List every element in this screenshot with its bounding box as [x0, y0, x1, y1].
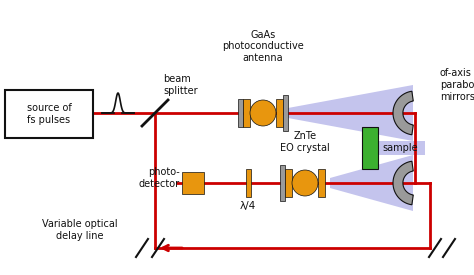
- Text: photo-
detector: photo- detector: [139, 167, 180, 189]
- Text: ZnTe
EO crystal: ZnTe EO crystal: [280, 131, 330, 153]
- Bar: [276, 99, 283, 127]
- Text: GaAs
photoconductive
antenna: GaAs photoconductive antenna: [222, 30, 304, 63]
- Bar: [182, 172, 204, 194]
- Circle shape: [292, 170, 318, 196]
- Bar: [243, 99, 250, 127]
- Text: sample: sample: [382, 143, 418, 153]
- Text: source of
fs pulses: source of fs pulses: [27, 103, 72, 125]
- Polygon shape: [330, 155, 413, 211]
- Bar: [280, 165, 285, 201]
- Bar: [5, 90, 93, 138]
- Circle shape: [250, 100, 276, 126]
- Polygon shape: [393, 91, 413, 135]
- Text: of-axis
parabolic
mirrors: of-axis parabolic mirrors: [440, 68, 474, 101]
- Text: Variable optical
delay line: Variable optical delay line: [42, 219, 118, 241]
- Bar: [238, 99, 243, 127]
- Polygon shape: [288, 85, 413, 141]
- Polygon shape: [369, 141, 425, 155]
- Bar: [285, 169, 292, 197]
- Bar: [246, 169, 251, 197]
- Polygon shape: [393, 161, 413, 205]
- Text: beam
splitter: beam splitter: [163, 75, 198, 96]
- Text: λ/4: λ/4: [240, 201, 256, 211]
- Bar: [362, 127, 378, 169]
- Bar: [318, 169, 325, 197]
- Bar: [283, 95, 288, 131]
